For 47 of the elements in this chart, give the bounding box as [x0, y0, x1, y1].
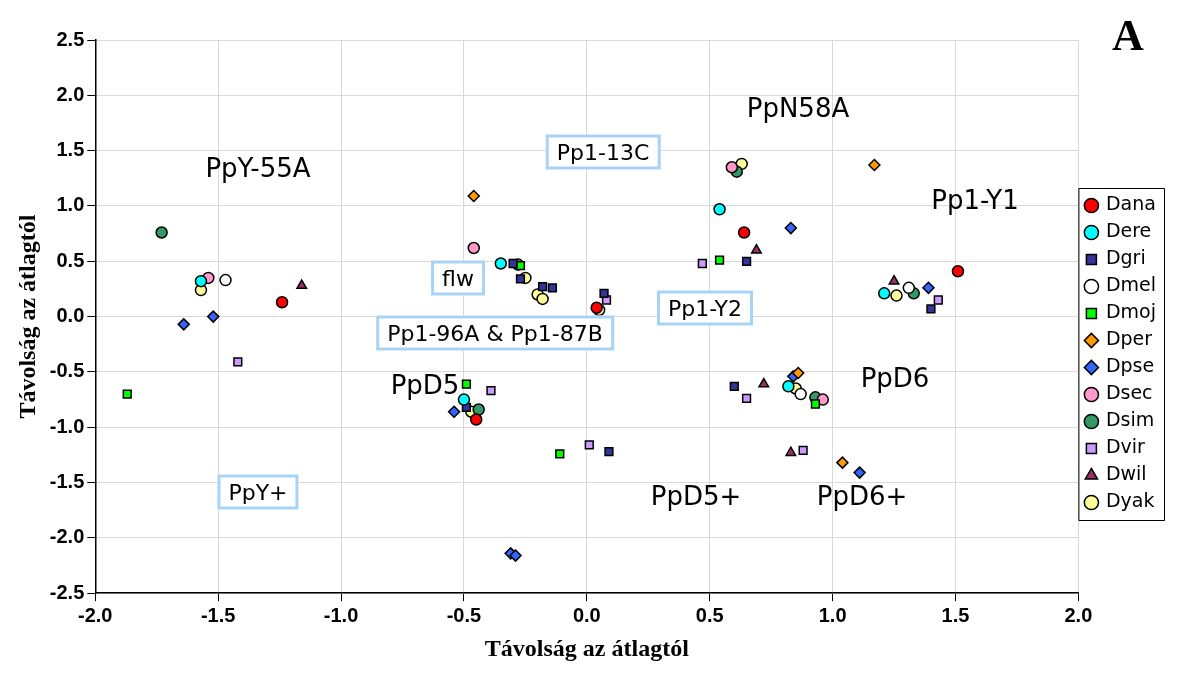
x-axis-title: Távolság az átlagtól: [484, 634, 690, 661]
legend-label: Dmoj: [1105, 300, 1156, 323]
y-tick-label: 0.0: [56, 304, 85, 327]
y-tick-label: 1.5: [56, 138, 85, 161]
y-tick-label: -0.5: [49, 359, 85, 382]
annotation: PpD5: [390, 370, 460, 400]
annotation: Pp1-96A & Pp1-87B: [376, 315, 614, 351]
y-tick-label: 0.5: [56, 248, 85, 271]
legend-label: Dana: [1105, 192, 1156, 215]
y-tick-label: -1.5: [49, 470, 85, 493]
x-tick-label: 1.0: [818, 603, 847, 626]
x-tick-label: -2.0: [78, 603, 113, 626]
legend-label: Dsec: [1105, 381, 1153, 404]
annotation: Pp1-Y1: [931, 185, 1019, 215]
y-tick-label: 2.5: [56, 27, 85, 50]
x-tick-label: -1.5: [200, 603, 236, 626]
y-tick-label: 2.0: [56, 82, 85, 105]
legend-label: Dmel: [1105, 273, 1156, 296]
x-tick-label: 0.0: [572, 603, 601, 626]
y-tick-label: -2.0: [49, 525, 85, 548]
annotation: PpD5+: [650, 481, 742, 511]
legend-label: Dper: [1105, 327, 1153, 350]
legend-label: Dsim: [1105, 408, 1155, 431]
text: A: [1112, 9, 1144, 61]
x-tick-label: -0.5: [446, 603, 482, 626]
annotation: PpN58A: [746, 93, 850, 123]
y-tick-label: -1.0: [49, 414, 85, 437]
legend-label: Dyak: [1105, 489, 1155, 512]
annotation: PpD6: [860, 363, 930, 393]
legend-label: Dvir: [1105, 435, 1146, 458]
y-tick-label: 1.0: [56, 193, 85, 216]
x-tick-label: 2.0: [1064, 603, 1093, 626]
annotation: PpD6+: [816, 481, 908, 511]
legend-label: Dgri: [1105, 246, 1146, 269]
annotation: Pp1-13C: [545, 134, 661, 170]
legend-label: Dere: [1105, 219, 1152, 242]
annotation: Pp1-Y2: [657, 290, 753, 326]
y-axis-title: Távolság az átlagtól: [13, 214, 40, 419]
x-tick-label: 0.5: [695, 603, 724, 626]
x-tick-label: -1.0: [323, 603, 359, 626]
annotation: PpY+: [217, 474, 299, 510]
annotation: PpY-55A: [205, 153, 311, 183]
legend-label: Dwil: [1105, 462, 1147, 485]
y-tick-label: -2.5: [49, 580, 85, 603]
annotation: flw: [431, 260, 485, 296]
legend-label: Dpse: [1105, 354, 1155, 377]
x-tick-label: 1.5: [941, 603, 970, 626]
